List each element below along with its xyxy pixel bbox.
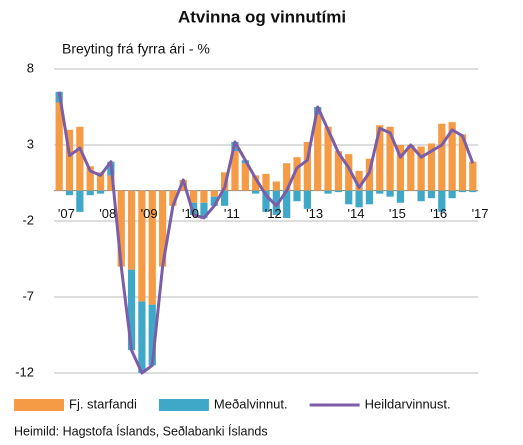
x-tick-label: '11 bbox=[224, 206, 240, 221]
bar bbox=[365, 190, 374, 205]
y-tick-label: -12 bbox=[15, 364, 34, 379]
x-tick-label: '17 bbox=[472, 206, 489, 221]
bar bbox=[127, 269, 136, 351]
subtitle: Breyting frá fyrra ári - % bbox=[62, 41, 210, 57]
bar bbox=[303, 141, 311, 191]
bar bbox=[86, 166, 94, 191]
bar bbox=[200, 202, 208, 218]
x-tick-label: '13 bbox=[306, 206, 323, 221]
bar bbox=[107, 175, 115, 191]
bar bbox=[293, 157, 301, 191]
bar bbox=[324, 126, 332, 191]
chart-title: Atvinna og vinnutími bbox=[178, 7, 346, 26]
bar bbox=[210, 190, 218, 197]
bar bbox=[189, 202, 198, 215]
legend-swatch bbox=[158, 399, 209, 411]
y-tick-label: 3 bbox=[27, 136, 34, 151]
bar bbox=[76, 126, 84, 191]
bar bbox=[376, 190, 384, 194]
bar bbox=[221, 190, 229, 206]
bar bbox=[158, 190, 167, 267]
bar bbox=[138, 190, 146, 302]
bar bbox=[179, 179, 187, 191]
y-tick-label: -7 bbox=[22, 288, 34, 303]
bar bbox=[241, 163, 249, 191]
y-tick-label: 8 bbox=[27, 60, 34, 75]
bar bbox=[396, 145, 405, 191]
legend-label: Heildarvinnust. bbox=[365, 396, 451, 411]
bar bbox=[355, 170, 363, 191]
bar bbox=[469, 161, 477, 191]
x-tick-label: '07 bbox=[58, 206, 75, 221]
bar bbox=[231, 151, 239, 191]
bar bbox=[458, 190, 467, 193]
bar bbox=[469, 190, 477, 193]
bar bbox=[55, 102, 63, 191]
bar bbox=[262, 190, 270, 212]
bar bbox=[324, 190, 332, 194]
bar bbox=[65, 190, 74, 196]
bar bbox=[252, 175, 260, 191]
bar bbox=[438, 123, 446, 191]
legend-label: Fj. starfandi bbox=[69, 396, 137, 411]
line bbox=[57, 91, 475, 375]
bar bbox=[283, 163, 291, 191]
bar bbox=[76, 190, 84, 212]
bar bbox=[448, 122, 456, 191]
bar bbox=[334, 190, 343, 193]
bar bbox=[272, 190, 280, 215]
bar bbox=[427, 143, 436, 191]
x-tick-label: '15 bbox=[389, 206, 406, 221]
bar bbox=[138, 301, 146, 373]
legend-label: Meðalvinnut. bbox=[214, 396, 288, 411]
bar bbox=[396, 190, 405, 203]
bar bbox=[127, 190, 136, 270]
bar bbox=[189, 190, 198, 203]
bar bbox=[86, 190, 94, 196]
bar bbox=[417, 190, 425, 202]
bar bbox=[448, 190, 456, 199]
bar bbox=[96, 190, 105, 194]
bar bbox=[417, 146, 425, 191]
x-tick-label: '10 bbox=[182, 206, 199, 221]
bar bbox=[169, 190, 177, 206]
bar bbox=[293, 190, 301, 202]
bar bbox=[148, 190, 156, 305]
bar bbox=[262, 173, 270, 191]
bar bbox=[376, 125, 384, 191]
bar bbox=[252, 190, 260, 194]
source: Heimild: Hagstofa Íslands, Seðlabanki Ís… bbox=[14, 423, 268, 438]
x-tick-label: '09 bbox=[141, 206, 158, 221]
bar bbox=[200, 190, 208, 203]
bar bbox=[355, 190, 363, 208]
bar bbox=[96, 172, 105, 191]
bar bbox=[314, 114, 322, 191]
bar bbox=[334, 151, 343, 191]
bar bbox=[210, 196, 218, 206]
x-tick-label: '16 bbox=[430, 206, 447, 221]
x-tick-label: '12 bbox=[265, 206, 282, 221]
bar bbox=[407, 145, 415, 191]
bar bbox=[117, 190, 125, 267]
y-tick-label: -2 bbox=[22, 212, 34, 227]
legend-swatch bbox=[14, 399, 64, 411]
bar bbox=[303, 190, 311, 209]
bar bbox=[458, 134, 467, 191]
x-tick-label: '08 bbox=[99, 206, 116, 221]
bar bbox=[65, 129, 74, 191]
bar bbox=[283, 190, 291, 218]
bar bbox=[272, 181, 280, 191]
x-tick-label: '14 bbox=[347, 206, 364, 221]
bar bbox=[386, 190, 394, 197]
bar bbox=[148, 304, 156, 366]
bar bbox=[386, 126, 394, 191]
bar bbox=[345, 190, 353, 205]
bar bbox=[427, 190, 436, 199]
bar bbox=[345, 154, 353, 191]
bar bbox=[438, 190, 446, 212]
